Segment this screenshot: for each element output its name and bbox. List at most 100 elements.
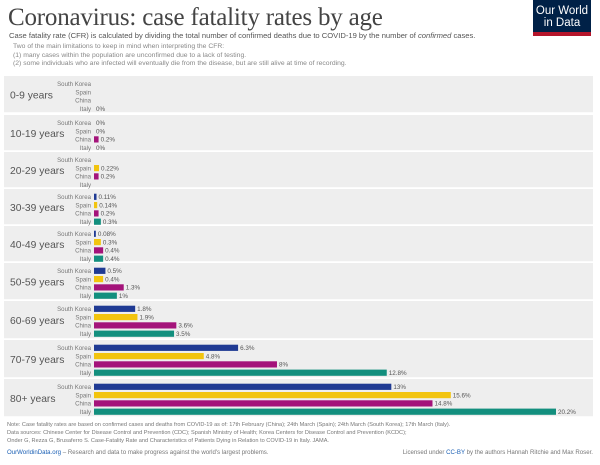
value-label: 0% [96,145,106,152]
bar [94,292,117,299]
country-label: China [75,174,92,181]
country-label: Italy [80,182,92,189]
logo-line: Our World [535,5,589,17]
age-group-label: 80+ years [10,394,56,405]
country-label: Spain [75,353,91,360]
bar [94,392,451,399]
bar [94,218,101,225]
country-label: China [75,137,92,144]
country-label: South Korea [57,120,91,127]
value-label: 0.2% [101,174,116,181]
value-label: 1.8% [137,306,152,313]
age-group-label: 30-39 years [10,203,64,214]
bar [94,383,392,390]
country-label: China [75,248,92,255]
country-label: Italy [80,293,92,300]
bar [94,344,239,351]
bar [94,276,104,283]
country-label: China [75,98,92,105]
subtitle-text-2: cases. [451,31,476,40]
age-group-label: 20-29 years [10,166,64,177]
bar [94,408,556,415]
country-label: China [75,323,92,330]
bar [94,136,99,143]
logo-line: in Data [543,17,581,29]
site-link[interactable]: OurWorldinData.org [7,449,62,456]
country-label: South Korea [57,306,91,313]
value-label: 0.08% [98,231,116,238]
age-group-label: 10-19 years [10,129,64,140]
age-group-label: 0-9 years [10,91,53,102]
bar [94,353,204,360]
owid-logo[interactable]: Our World in Data [533,0,591,36]
country-label: Spain [75,165,91,172]
country-label: China [75,285,92,292]
bar [94,255,104,262]
value-label: 0.4% [105,256,120,263]
value-label: 1.9% [139,314,154,321]
bar [94,361,277,368]
bar [94,267,106,274]
age-group-band [4,226,593,262]
chart-title: Coronavirus: case fatality rates by age [8,4,383,31]
bar [94,305,136,312]
country-label: South Korea [57,268,91,275]
bar [94,193,97,200]
bar [94,284,124,291]
license: Licensed under CC-BY by the authors Hann… [403,449,593,456]
tagline: – Research and data to make progress aga… [61,449,269,456]
country-label: Italy [80,219,92,226]
value-label: 6.3% [240,345,255,352]
value-label: 14.8% [434,401,452,408]
value-label: 0.3% [103,219,118,226]
value-label: 20.2% [558,409,576,416]
footer-note: Note: Case fatality rates are based on c… [7,422,451,428]
license-link[interactable]: CC-BY [446,449,465,456]
country-label: Spain [75,202,91,209]
value-label: 0.22% [101,165,119,172]
value-label: 3.5% [176,331,191,338]
country-label: Spain [75,239,91,246]
value-label: 8% [279,362,289,369]
footer-sources: Data sources: Chinese Center for Disease… [7,430,407,436]
bar [94,202,98,209]
country-label: Italy [80,106,92,113]
footer: Note: Case fatality rates are based on c… [7,421,597,445]
chart-subtitle: Case fatality rate (CFR) is calculated b… [9,31,475,40]
country-label: South Korea [57,81,91,88]
value-label: 0.14% [99,202,117,209]
country-label: Italy [80,256,92,263]
country-label: South Korea [57,345,91,352]
value-label: 1.3% [126,285,141,292]
subtitle-emphasis: confirmed [418,31,452,40]
country-label: South Korea [57,194,91,201]
country-label: Spain [75,392,91,399]
country-label: Italy [80,409,92,416]
age-group-band [4,263,593,300]
country-label: China [75,362,92,369]
note-line: (1) many cases within the population are… [13,51,247,59]
footer-bottom: OurWorldinData.org – Research and data t… [7,449,593,456]
license-suffix: by the authors Hannah Ritchie and Max Ro… [464,449,593,456]
bar [94,314,138,321]
bar [94,210,99,217]
subtitle-text-1: Case fatality rate (CFR) is calculated b… [9,31,418,40]
note-line: Two of the main limitations to keep in m… [13,43,225,50]
value-label: 0% [96,106,106,113]
bar [94,400,433,407]
value-label: 15.6% [453,392,471,399]
value-label: 0% [96,120,106,127]
value-label: 13% [393,384,406,391]
age-group-band [4,152,593,188]
value-label: 12.8% [389,370,407,377]
country-label: South Korea [57,231,91,238]
age-group-label: 60-69 years [10,316,64,327]
country-label: Italy [80,370,92,377]
value-label: 0.4% [105,248,120,255]
bar [94,369,387,376]
country-label: Spain [75,276,91,283]
country-label: Italy [80,145,92,152]
bar [94,230,96,237]
footer-sources-2: Onder G, Rezza G, Brusaferro S. Case-Fat… [7,438,329,444]
